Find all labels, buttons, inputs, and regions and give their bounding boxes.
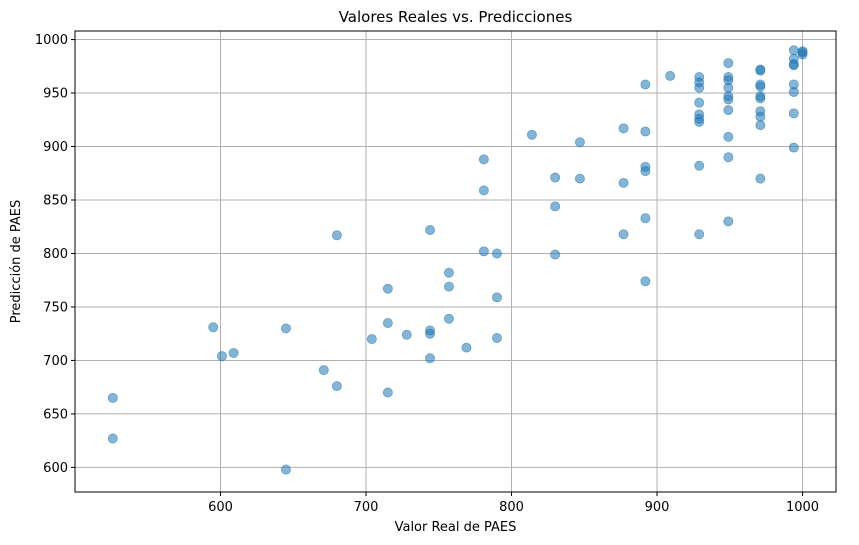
data-point (640, 79, 651, 90)
data-point (318, 365, 329, 376)
data-point (665, 70, 676, 81)
data-point (694, 160, 705, 171)
data-point (723, 94, 734, 105)
data-point (443, 313, 454, 324)
data-point (618, 229, 629, 240)
data-point (723, 105, 734, 116)
x-tick-label: 900 (645, 500, 670, 515)
data-point (366, 334, 377, 345)
chart-title: Valores Reales vs. Predicciones (339, 8, 573, 26)
data-point (478, 185, 489, 196)
data-point (216, 351, 227, 362)
x-axis-ticks: 600 700 800 900 1000 (208, 492, 819, 515)
data-point (788, 45, 799, 56)
x-tick-label: 800 (499, 500, 524, 515)
data-point (331, 230, 342, 241)
data-point (723, 216, 734, 227)
data-point (107, 392, 118, 403)
plot-area-frame (74, 30, 837, 493)
data-point (550, 201, 561, 212)
data-point (425, 224, 436, 235)
data-point (491, 248, 502, 259)
data-point (755, 111, 766, 122)
y-axis-ticks: 600 650 700 750 800 850 900 950 1000 (35, 33, 75, 476)
data-point (550, 249, 561, 260)
data-point (574, 137, 585, 148)
data-point (723, 131, 734, 142)
y-tick-label: 750 (43, 300, 68, 315)
data-point (694, 82, 705, 93)
data-point (425, 328, 436, 339)
x-axis-title: Valor Real de PAES (395, 520, 517, 535)
data-point (788, 60, 799, 71)
grid (75, 31, 836, 492)
data-point (723, 82, 734, 93)
data-point (550, 172, 561, 183)
data-point (331, 381, 342, 392)
data-point (723, 152, 734, 163)
y-tick-label: 1000 (35, 33, 68, 48)
data-point (425, 353, 436, 364)
y-tick-label: 850 (43, 193, 68, 208)
data-point (723, 58, 734, 69)
data-point (694, 229, 705, 240)
data-point (640, 126, 651, 137)
y-tick-label: 800 (43, 247, 68, 262)
x-tick-label: 1000 (786, 500, 819, 515)
data-point (461, 342, 472, 353)
y-tick-label: 700 (43, 354, 68, 369)
data-point (640, 276, 651, 287)
data-point (755, 93, 766, 104)
x-tick-label: 700 (354, 500, 379, 515)
data-point (788, 108, 799, 119)
data-points (107, 45, 808, 475)
data-point (443, 267, 454, 278)
data-point (107, 433, 118, 444)
y-tick-label: 900 (43, 140, 68, 155)
data-point (618, 123, 629, 134)
data-point (382, 318, 393, 329)
y-tick-label: 950 (43, 87, 68, 102)
data-point (443, 281, 454, 292)
data-point (478, 246, 489, 257)
data-point (694, 116, 705, 127)
data-point (755, 81, 766, 92)
data-point (755, 65, 766, 76)
data-point (478, 154, 489, 165)
data-point (526, 129, 537, 140)
data-point (382, 283, 393, 294)
data-point (618, 177, 629, 188)
data-point (280, 323, 291, 334)
data-point (401, 329, 412, 340)
y-axis-title: Predicción de PAES (9, 200, 24, 324)
y-tick-label: 600 (43, 461, 68, 476)
x-tick-label: 600 (208, 500, 233, 515)
data-point (694, 97, 705, 108)
data-point (491, 332, 502, 343)
data-point (208, 322, 219, 333)
data-point (280, 464, 291, 475)
y-tick-label: 650 (43, 407, 68, 422)
data-point (228, 347, 239, 358)
data-point (788, 86, 799, 97)
data-point (788, 142, 799, 153)
data-point (382, 387, 393, 398)
data-point (755, 173, 766, 184)
data-point (755, 120, 766, 131)
data-point (640, 166, 651, 177)
data-point (797, 49, 808, 60)
data-point (491, 292, 502, 303)
data-point (574, 173, 585, 184)
data-point (640, 213, 651, 224)
